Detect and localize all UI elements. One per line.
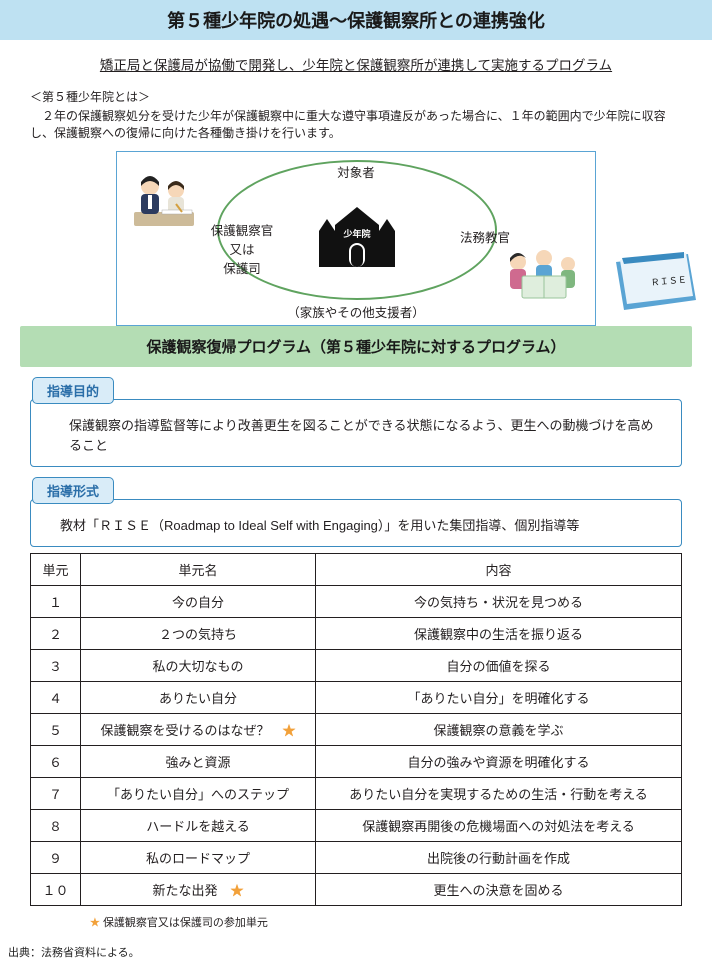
probation-officer-icon <box>132 172 202 231</box>
format-text: 教材「ＲＩＳＥ（Roadmap to Ideal Self with Engag… <box>60 518 579 533</box>
cell-num: ７ <box>31 778 81 810</box>
cell-name: 新たな出発 ★ <box>81 874 316 906</box>
cell-name: 保護観察を受けるのはなぜ？ ★ <box>81 714 316 746</box>
table-row: ４ありたい自分「ありたい自分」を明確化する <box>31 682 682 714</box>
intro-body: ２年の保護観察処分を受けた少年が保護観察中に重大な遵守事項違反があった場合に、１… <box>30 108 682 143</box>
table-row: ９私のロードマップ出院後の行動計画を作成 <box>31 842 682 874</box>
diagram-left-1: 保護観察官 <box>211 224 274 238</box>
table-row: １今の自分今の気持ち・状況を見つめる <box>31 586 682 618</box>
cell-desc: 自分の強みや資源を明確化する <box>316 746 682 778</box>
cell-name: 「ありたい自分」へのステップ <box>81 778 316 810</box>
footnote-text: 保護観察官又は保護司の参加単元 <box>103 917 268 929</box>
star-icon: ★ <box>270 723 296 738</box>
cell-name: 今の自分 <box>81 586 316 618</box>
program-title-bar: 保護観察復帰プログラム（第５種少年院に対するプログラム） <box>20 326 692 367</box>
cell-desc: 保護観察再開後の危機場面への対処法を考える <box>316 810 682 842</box>
section-purpose: 指導目的 保護観察の指導監督等により改善更生を図ることができる状態になるよう、更… <box>30 377 682 467</box>
cell-desc: 「ありたい自分」を明確化する <box>316 682 682 714</box>
cell-desc: 出院後の行動計画を作成 <box>316 842 682 874</box>
intro-block: ＜第５種少年院とは＞ ２年の保護観察処分を受けた少年が保護観察中に重大な遵守事項… <box>20 88 692 143</box>
subtitle: 矯正局と保護局が協働で開発し、少年院と保護観察所が連携して実施するプログラム <box>20 54 692 74</box>
table-row: ６強みと資源自分の強みや資源を明確化する <box>31 746 682 778</box>
rise-book-icon: ＲＩＳＥ <box>612 252 700 320</box>
cell-num: ８ <box>31 810 81 842</box>
cell-desc: 今の気持ち・状況を見つめる <box>316 586 682 618</box>
table-row: ５保護観察を受けるのはなぜ？ ★保護観察の意義を学ぶ <box>31 714 682 746</box>
cell-num: ２ <box>31 618 81 650</box>
footnote-star-icon: ★ <box>90 917 100 929</box>
page-title: 第５種少年院の処遇～保護観察所との連携強化 <box>0 0 712 40</box>
cell-num: １０ <box>31 874 81 906</box>
table-row: ７「ありたい自分」へのステップありたい自分を実現するための生活・行動を考える <box>31 778 682 810</box>
cell-desc: 更生への決意を固める <box>316 874 682 906</box>
th-name: 単元名 <box>81 554 316 586</box>
cell-desc: ありたい自分を実現するための生活・行動を考える <box>316 778 682 810</box>
units-table: 単元 単元名 内容 １今の自分今の気持ち・状況を見つめる２２つの気持ち保護観察中… <box>30 553 682 906</box>
cell-name: ハードルを越える <box>81 810 316 842</box>
table-row: ３私の大切なもの自分の価値を探る <box>31 650 682 682</box>
instructor-family-icon <box>500 244 590 313</box>
cell-name: 強みと資源 <box>81 746 316 778</box>
cell-num: ６ <box>31 746 81 778</box>
section-format: 指導形式 教材「ＲＩＳＥ（Roadmap to Ideal Self with … <box>30 477 682 547</box>
star-icon: ★ <box>218 883 244 898</box>
cell-num: ３ <box>31 650 81 682</box>
diagram-left-2: 又は <box>229 243 254 257</box>
table-row: １０新たな出発 ★更生への決意を固める <box>31 874 682 906</box>
th-num: 単元 <box>31 554 81 586</box>
diagram: 対象者 保護観察官 又は 保護司 法務教官 （家族やその他支援者） <box>116 151 596 326</box>
intro-heading: ＜第５種少年院とは＞ <box>30 88 682 105</box>
purpose-text: 保護観察の指導監督等により改善更生を図ることができる状態になるよう、更生への動機… <box>69 418 653 453</box>
cell-name: ありたい自分 <box>81 682 316 714</box>
purpose-tab: 指導目的 <box>32 377 114 404</box>
cell-name: ２つの気持ち <box>81 618 316 650</box>
cell-desc: 保護観察中の生活を振り返る <box>316 618 682 650</box>
cell-num: ５ <box>31 714 81 746</box>
diagram-left-3: 保護司 <box>223 262 261 276</box>
facility-label: 少年院 <box>342 228 370 239</box>
cell-num: １ <box>31 586 81 618</box>
cell-desc: 保護観察の意義を学ぶ <box>316 714 682 746</box>
format-box: 教材「ＲＩＳＥ（Roadmap to Ideal Self with Engag… <box>30 499 682 547</box>
cell-name: 私のロードマップ <box>81 842 316 874</box>
cell-num: ４ <box>31 682 81 714</box>
cell-num: ９ <box>31 842 81 874</box>
cell-desc: 自分の価値を探る <box>316 650 682 682</box>
table-row: ８ハードルを越える保護観察再開後の危機場面への対処法を考える <box>31 810 682 842</box>
th-desc: 内容 <box>316 554 682 586</box>
footnote: ★ 保護観察官又は保護司の参加単元 <box>90 914 692 930</box>
purpose-box: 保護観察の指導監督等により改善更生を図ることができる状態になるよう、更生への動機… <box>30 399 682 467</box>
cell-name: 私の大切なもの <box>81 650 316 682</box>
format-tab: 指導形式 <box>32 477 114 504</box>
diagram-left-label: 保護観察官 又は 保護司 <box>202 220 282 277</box>
juvenile-facility-icon: 少年院 <box>317 207 397 262</box>
table-row: ２２つの気持ち保護観察中の生活を振り返る <box>31 618 682 650</box>
source-line: 出典：法務省資料による。 <box>8 944 712 960</box>
